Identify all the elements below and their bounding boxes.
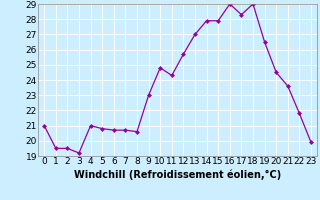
- X-axis label: Windchill (Refroidissement éolien,°C): Windchill (Refroidissement éolien,°C): [74, 169, 281, 180]
